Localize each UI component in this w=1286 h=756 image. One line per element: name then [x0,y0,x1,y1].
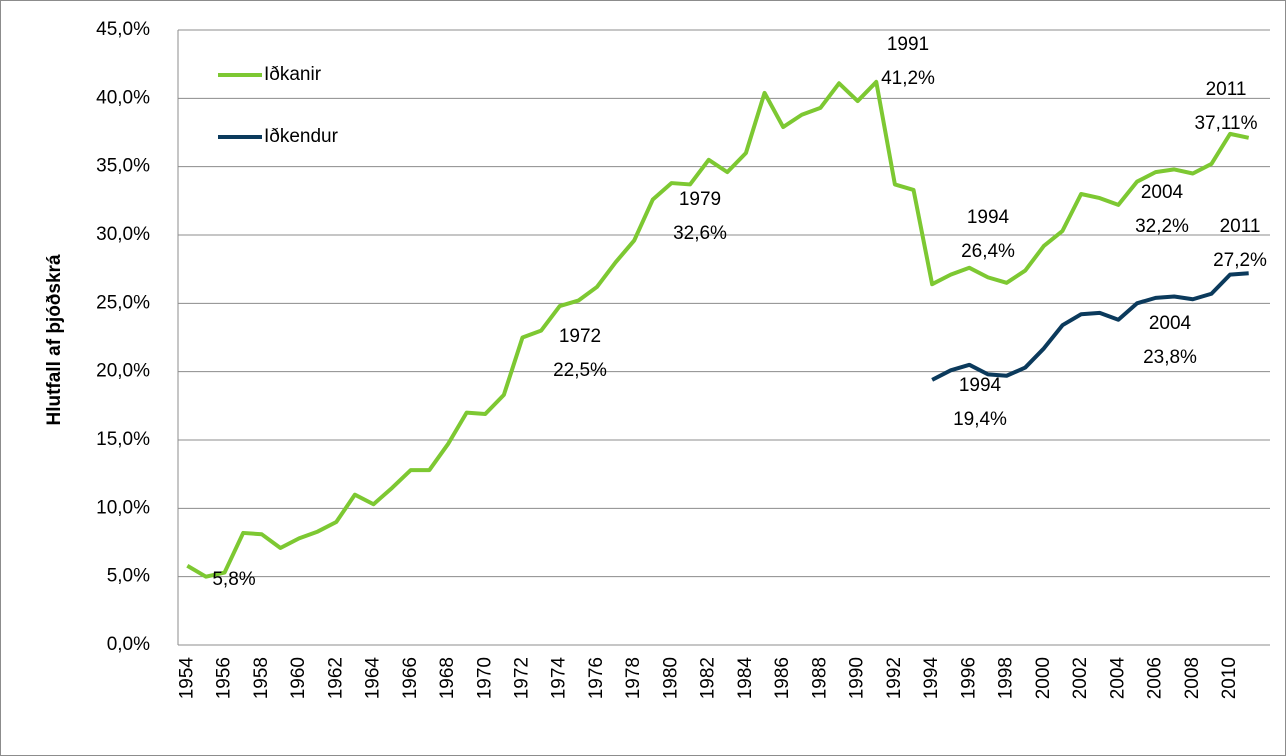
x-tick-label: 1956 [214,657,235,699]
annotation: 1991 [887,34,929,55]
series-line [186,79,1250,579]
x-tick-label: 1998 [996,657,1017,699]
annotation: 27,2% [1213,250,1267,271]
y-tick-label: 10,0% [96,497,150,518]
x-tick-label: 1962 [325,657,346,699]
annotation: 1994 [967,207,1010,228]
y-tick-label: 40,0% [96,87,150,108]
x-tick-label: 1994 [921,657,942,700]
x-tick-label: 2002 [1070,657,1091,699]
annotation: 5,8% [212,569,255,590]
x-tick-label: 1986 [772,657,793,699]
annotation: 32,2% [1135,216,1189,237]
x-tick-label: 1990 [847,657,868,699]
annotation: 1972 [559,326,601,347]
annotation: 2004 [1141,182,1184,203]
x-tick-label: 1968 [437,657,458,699]
y-axis-label: Hlutfall af þjóðskrá [44,254,65,425]
annotation: 1994 [959,375,1002,396]
x-tick-label: 1978 [623,657,644,699]
x-tick-label: 2000 [1033,657,1054,699]
x-tick-label: 1970 [474,657,495,699]
x-tick-label: 1984 [735,657,756,700]
annotation: 32,6% [673,223,727,244]
annotation: 19,4% [953,409,1007,430]
x-tick-label: 1960 [288,657,309,699]
x-tick-label: 1988 [809,657,830,699]
x-tick-label: 1964 [363,657,384,700]
series-line [931,271,1249,382]
x-tick-label: 1976 [586,657,607,699]
y-tick-label: 20,0% [96,361,150,382]
x-tick-label: 2010 [1219,657,1240,699]
x-tick-label: 2006 [1145,657,1166,699]
annotation: 37,11% [1194,113,1257,134]
y-tick-label: 45,0% [96,19,150,40]
annotation: 26,4% [961,241,1015,262]
legend-label: Iðkanir [264,64,322,85]
annotation: 22,5% [553,360,607,381]
y-tick-label: 15,0% [96,429,150,450]
x-tick-label: 1966 [400,657,421,699]
legend-label: Iðkendur [264,126,339,147]
y-tick-label: 0,0% [107,634,150,655]
x-tick-label: 1980 [660,657,681,699]
x-tick-label: 1996 [958,657,979,699]
y-tick-label: 5,0% [107,566,150,587]
annotation: 2011 [1206,79,1247,100]
annotation: 23,8% [1143,347,1197,368]
annotation: 1979 [679,189,721,210]
x-tick-label: 2008 [1182,657,1203,699]
x-tick-label: 2004 [1107,657,1128,700]
y-tick-label: 25,0% [96,292,150,313]
annotation: 41,2% [881,68,935,89]
x-tick-label: 1954 [176,657,197,700]
y-tick-label: 35,0% [96,156,150,177]
x-tick-label: 1982 [698,657,719,699]
x-tick-label: 1958 [251,657,272,699]
x-tick-label: 1972 [511,657,532,699]
y-tick-label: 30,0% [96,224,150,245]
x-tick-label: 1992 [884,657,905,699]
x-tick-label: 1974 [549,657,570,700]
annotation: 2004 [1149,313,1192,334]
annotation: 2011 [1220,216,1261,237]
